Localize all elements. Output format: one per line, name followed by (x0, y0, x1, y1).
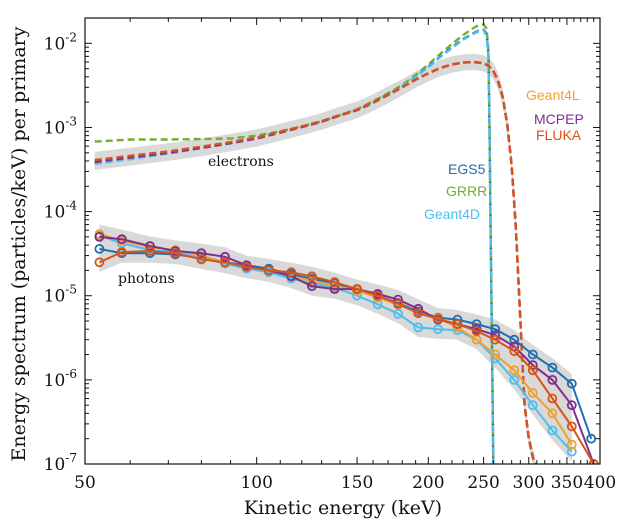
photon-point-fluka (372, 290, 383, 301)
photon-point-fluka (509, 346, 520, 357)
photon-point-fluka (329, 277, 340, 288)
photon-point-egs5 (490, 324, 501, 335)
x-tick-label: 250 (467, 473, 499, 493)
photon-point-fluka (220, 257, 230, 268)
annotation-fluka: FLUKA (536, 127, 582, 143)
photon-point-fluka (116, 247, 127, 258)
annotation-electrons: electrons (208, 154, 274, 170)
photon-point-fluka (393, 298, 404, 309)
photon-point-geant4d (393, 308, 404, 319)
photon-series-geant4d (99, 234, 573, 453)
photon-point-fluka (306, 271, 317, 282)
photon-point-egs5 (471, 319, 482, 330)
photon-point-egs5 (586, 433, 597, 444)
x-tick-label: 300 (513, 473, 545, 493)
photon-point-geant4l (490, 349, 501, 360)
series-layer (94, 23, 599, 464)
photon-point-fluka (452, 319, 463, 330)
photon-point-mcpep (116, 234, 127, 245)
photon-point-fluka (413, 308, 424, 319)
x-tick-label: 400 (584, 473, 616, 493)
photon-point-mcpep (94, 231, 105, 242)
annotation-layer: electrons photons Geant4L MCPEP FLUKA EG… (118, 87, 584, 287)
photon-point-fluka (145, 246, 155, 256)
photon-point-egs5 (509, 334, 520, 345)
photon-point-fluka (263, 265, 274, 276)
photon-point-mcpep (329, 284, 340, 295)
photon-point-fluka (94, 257, 105, 268)
photon-point-geant4d (509, 374, 520, 385)
photon-point-egs5 (94, 243, 105, 254)
photon-point-fluka (547, 393, 558, 404)
photon-point-geant4d (352, 290, 363, 301)
photon-point-fluka (170, 248, 181, 259)
plot-frame (84, 17, 601, 465)
photon-point-geant4l (547, 408, 558, 419)
photon-point-mcpep (220, 251, 230, 262)
photon-point-geant4l (566, 439, 577, 450)
photon-point-mcpep (306, 281, 317, 292)
y-tick-label: 10-5 (44, 283, 77, 307)
photon-point-fluka (566, 421, 577, 432)
photon-point-mcpep (547, 374, 558, 385)
photon-point-geant4d (433, 324, 443, 335)
y-tick-label: 10-2 (44, 30, 77, 54)
tick-layer: 10-7 10-6 10-5 10-4 10-3 10-2 50 100 150 200 250 30… (44, 17, 616, 493)
photon-point-geant4d (547, 425, 558, 436)
photon-point-mcpep (196, 248, 207, 259)
y-tick-label: 10-4 (44, 199, 78, 223)
x-tick-label: 100 (240, 473, 272, 493)
photon-point-egs5 (566, 378, 577, 389)
annotation-photons: photons (118, 271, 175, 287)
photon-point-mcpep (566, 400, 577, 411)
axes-layer (84, 17, 601, 465)
photon-point-fluka (527, 365, 538, 376)
photon-point-fluka (352, 284, 363, 295)
y-tick-label: 10-6 (44, 367, 77, 391)
y-tick-label: 10-3 (44, 114, 77, 138)
photon-point-egs5 (547, 362, 558, 373)
annotation-egs5: EGS5 (448, 161, 486, 177)
photon-point-fluka (241, 261, 252, 272)
photon-point-fluka (490, 334, 501, 345)
x-tick-label: 350 (551, 473, 583, 493)
x-tick-label: 50 (74, 473, 96, 493)
x-tick-label: 200 (412, 473, 444, 493)
photon-series-geant4l (99, 233, 573, 446)
photon-point-geant4l (509, 365, 520, 376)
photon-point-geant4d (527, 400, 538, 411)
photon-point-egs5 (527, 349, 538, 360)
annotation-geant4d: Geant4D (424, 206, 480, 222)
photon-point-geant4d (413, 322, 424, 333)
electron-series-fluka (94, 60, 537, 464)
y-axis-label: Energy spectrum (particles/keV) per prim… (8, 26, 30, 461)
photon-point-fluka (471, 326, 482, 337)
uncertainty-band-layer (94, 53, 572, 464)
photon-point-fluka (286, 267, 297, 278)
x-axis-label: Kinetic energy (keV) (244, 497, 442, 519)
photon-point-fluka (196, 254, 207, 265)
annotation-geant4l: Geant4L (526, 87, 580, 103)
x-tick-label: 150 (341, 473, 373, 493)
photon-point-geant4l (527, 387, 538, 398)
annotation-grrr: GRRR (446, 183, 487, 199)
annotation-mcpep: MCPEP (534, 111, 584, 127)
y-tick-label: 10-7 (44, 451, 77, 475)
photon-point-fluka (433, 313, 443, 324)
